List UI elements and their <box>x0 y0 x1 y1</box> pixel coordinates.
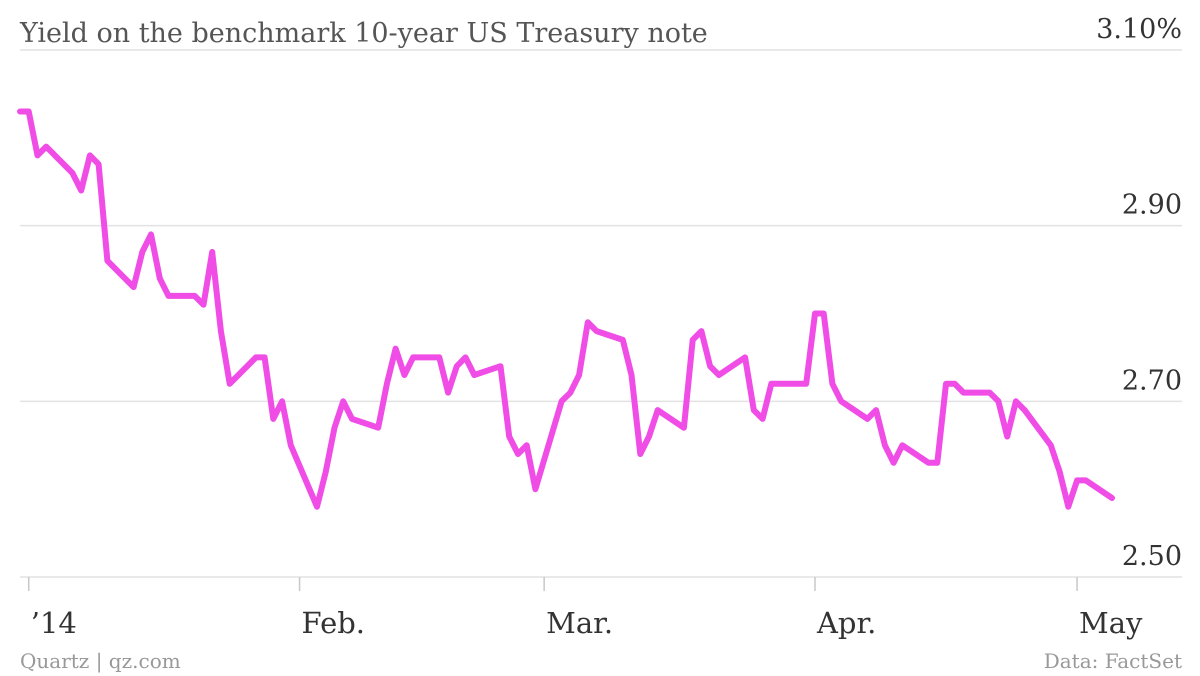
x-tick-label: May <box>1079 606 1143 640</box>
source-credit: Quartz | qz.com <box>20 649 181 674</box>
y-axis-ticks: 3.10% 2.90 2.70 2.50 <box>1096 14 1182 572</box>
data-source: Data: FactSet <box>1044 649 1182 673</box>
x-tick-label: ’14 <box>31 606 77 640</box>
y-tick-label: 3.10% <box>1096 14 1182 45</box>
x-tick-label: Apr. <box>816 606 876 640</box>
y-tick-label: 2.50 <box>1122 541 1182 572</box>
chart-title: Yield on the benchmark 10-year US Treasu… <box>19 18 708 49</box>
gridlines <box>20 49 1182 578</box>
yield-line <box>17 108 1115 510</box>
x-axis-ticks: ’14 Feb. Mar. Apr. May <box>27 577 1143 640</box>
x-tick-label: Mar. <box>546 606 613 640</box>
x-tick-label: Feb. <box>302 606 365 640</box>
y-tick-label: 2.90 <box>1122 190 1182 221</box>
y-tick-label: 2.70 <box>1122 365 1182 396</box>
